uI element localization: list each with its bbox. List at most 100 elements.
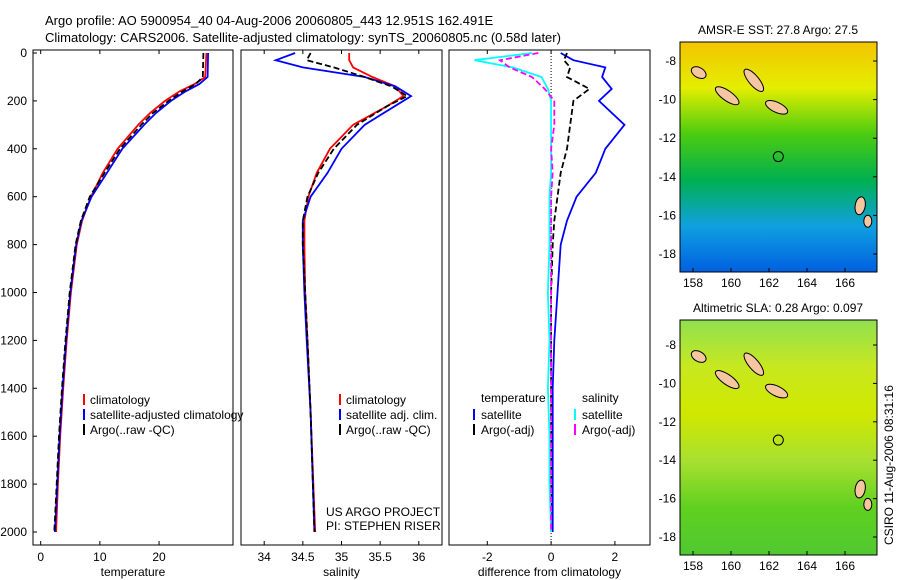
series-line-argo-raw-qc- bbox=[301, 52, 410, 533]
y-tick-label: 800 bbox=[7, 238, 27, 252]
x-tick-label: 35.5 bbox=[368, 550, 392, 564]
y-tick-label: 1000 bbox=[0, 286, 27, 300]
x-tick-label: -2 bbox=[482, 550, 493, 564]
y-tick-label: -18 bbox=[659, 247, 677, 261]
y-tick-label: -16 bbox=[659, 492, 677, 506]
map-title: AMSR-E SST: 27.8 Argo: 27.5 bbox=[698, 23, 858, 37]
x-tick-label: 166 bbox=[835, 559, 855, 573]
island bbox=[765, 100, 789, 115]
x-tick-label: 10 bbox=[93, 550, 107, 564]
project-line-1: US ARGO PROJECT bbox=[326, 505, 441, 519]
y-tick-label: 400 bbox=[7, 142, 27, 156]
x-tick-label: 164 bbox=[797, 276, 817, 290]
island bbox=[743, 68, 765, 92]
legend-label: satellite-adjusted climatology bbox=[90, 408, 243, 422]
x-tick-label: 34 bbox=[258, 550, 272, 564]
panel-frame-1 bbox=[240, 49, 443, 546]
legend-swatch bbox=[473, 424, 475, 435]
island bbox=[863, 214, 873, 228]
legend-swatch bbox=[574, 424, 576, 435]
legend-swatch bbox=[339, 424, 341, 435]
legend-label: Argo(-adj) bbox=[481, 423, 534, 437]
legend-swatch bbox=[473, 409, 475, 420]
legend-swatch bbox=[83, 409, 85, 420]
legend-label: climatology bbox=[346, 393, 406, 407]
y-tick-label: -14 bbox=[659, 170, 677, 184]
x-tick-label: 158 bbox=[683, 559, 703, 573]
legend-label: satellite bbox=[481, 408, 522, 422]
series-line-temperature-satellite bbox=[551, 52, 626, 532]
legend-swatch bbox=[339, 394, 341, 405]
legend-swatch bbox=[339, 409, 341, 420]
legend-label: Argo(-adj) bbox=[582, 423, 635, 437]
legend-swatch bbox=[83, 424, 85, 435]
y-tick-label: -8 bbox=[665, 54, 676, 68]
island bbox=[765, 383, 789, 399]
y-tick-label: 600 bbox=[7, 190, 27, 204]
y-tick-label: -12 bbox=[659, 131, 677, 145]
legend-label: climatology bbox=[90, 393, 150, 407]
y-tick-label: -14 bbox=[659, 453, 677, 467]
x-tick-label: 0 bbox=[548, 550, 555, 564]
project-line-2: PI: STEPHEN RISER bbox=[326, 519, 441, 533]
x-tick-label: 20 bbox=[152, 550, 166, 564]
y-tick-label: -12 bbox=[659, 415, 677, 429]
series-line-climatology bbox=[303, 53, 405, 533]
island bbox=[714, 370, 740, 390]
x-tick-label: 35 bbox=[335, 550, 349, 564]
x-tick-label: 34.5 bbox=[291, 550, 315, 564]
series-line-climatology bbox=[55, 52, 208, 533]
series-line-salinity-satellite bbox=[474, 52, 552, 533]
x-tick-label: 160 bbox=[721, 559, 741, 573]
map-field bbox=[679, 319, 878, 556]
y-tick-label: -18 bbox=[659, 530, 677, 544]
legend-label: satellite bbox=[582, 408, 623, 422]
x-tick-label: 158 bbox=[683, 276, 703, 290]
island bbox=[714, 86, 740, 106]
x-tick-label: 160 bbox=[721, 276, 741, 290]
y-tick-label: -16 bbox=[659, 208, 677, 222]
y-tick-label: 0 bbox=[20, 46, 27, 60]
argo-position-marker bbox=[772, 434, 784, 446]
y-tick-label: -10 bbox=[659, 376, 677, 390]
x-axis-label: temperature bbox=[101, 565, 166, 579]
y-tick-label: 1600 bbox=[0, 429, 27, 443]
title-line-1: Argo profile: AO 5900954_40 04-Aug-2006 … bbox=[45, 13, 494, 28]
title-line-2: Climatology: CARS2006. Satellite-adjuste… bbox=[45, 30, 561, 45]
x-tick-label: 162 bbox=[759, 276, 779, 290]
x-tick-label: 164 bbox=[797, 559, 817, 573]
x-tick-label: 2 bbox=[612, 550, 619, 564]
series-line-temperature-argo-adj- bbox=[550, 52, 592, 532]
y-tick-label: 1400 bbox=[0, 381, 27, 395]
series-line-satellite-adjusted-climatology bbox=[54, 52, 209, 533]
island bbox=[690, 66, 707, 79]
legend-swatch bbox=[83, 394, 85, 405]
map-field bbox=[679, 41, 878, 273]
x-tick-label: 162 bbox=[759, 559, 779, 573]
island bbox=[743, 352, 765, 376]
island bbox=[690, 350, 707, 363]
y-tick-label: 2000 bbox=[0, 525, 27, 539]
y-tick-label: 1800 bbox=[0, 477, 27, 491]
legend-label: Argo(..raw -QC) bbox=[346, 423, 431, 437]
y-tick-label: 200 bbox=[7, 94, 27, 108]
legend-header: salinity bbox=[582, 391, 619, 405]
x-tick-label: 0 bbox=[37, 550, 44, 564]
series-line-satellite-adj-clim- bbox=[272, 52, 413, 533]
island bbox=[854, 479, 866, 499]
legend-label: Argo(..raw -QC) bbox=[90, 423, 175, 437]
legend-swatch bbox=[574, 409, 576, 420]
map-title: Altimetric SLA: 0.28 Argo: 0.097 bbox=[693, 301, 863, 315]
y-tick-label: -10 bbox=[659, 93, 677, 107]
legend-header: temperature bbox=[481, 391, 546, 405]
y-tick-label: 1200 bbox=[0, 333, 27, 347]
island bbox=[854, 196, 866, 216]
x-tick-label: 166 bbox=[835, 276, 855, 290]
y-tick-label: -8 bbox=[665, 338, 676, 352]
legend-label: satellite adj. clim. bbox=[346, 408, 437, 422]
panel-frame-2 bbox=[448, 49, 651, 546]
x-axis-label: difference from climatology bbox=[478, 565, 621, 579]
x-axis-label: salinity bbox=[323, 565, 360, 579]
